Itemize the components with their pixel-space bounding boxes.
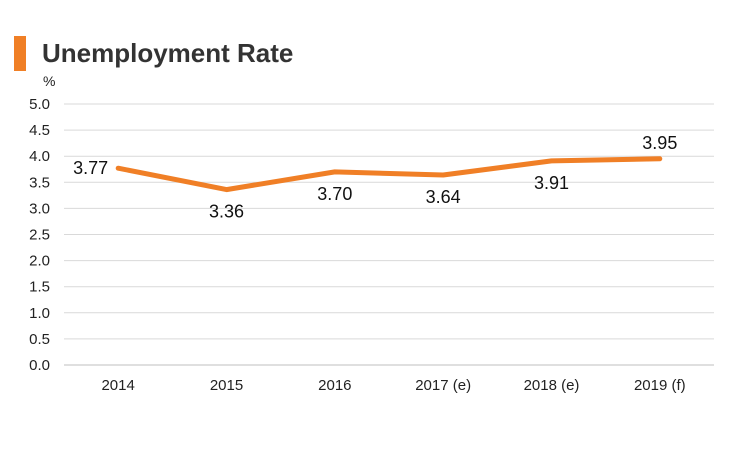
y-tick-label: 0.5 <box>29 331 50 348</box>
x-tick-label: 2016 <box>318 377 351 394</box>
y-tick-label: 1.5 <box>29 279 50 296</box>
data-label: 3.36 <box>209 202 244 222</box>
series-line <box>115 156 663 193</box>
data-label: 3.64 <box>426 187 461 207</box>
data-label: 3.70 <box>317 184 352 204</box>
x-tick-label: 2018 (e) <box>524 377 580 394</box>
y-axis-unit: % <box>43 73 55 89</box>
x-tick-label: 2015 <box>210 377 243 394</box>
data-label: 3.91 <box>534 173 569 193</box>
y-tick-label: 3.0 <box>29 200 50 217</box>
y-axis-ticks: 0.0 0.5 1.0 1.5 2.0 2.5 3.0 3.5 4.0 4.5 5.0 <box>29 96 50 374</box>
x-axis-ticks: 2014 2015 2016 2017 (e) 2018 (e) 2019 (f) <box>101 377 685 394</box>
y-tick-label: 1.0 <box>29 305 50 322</box>
y-tick-label: 2.0 <box>29 253 50 270</box>
y-tick-label: 5.0 <box>29 96 50 113</box>
y-tick-label: 4.5 <box>29 122 50 139</box>
series-line-path <box>115 156 663 193</box>
x-tick-label: 2017 (e) <box>415 377 471 394</box>
x-tick-label: 2019 (f) <box>634 377 686 394</box>
data-label: 3.77 <box>73 158 108 178</box>
data-labels: 3.77 3.36 3.70 3.64 3.91 3.95 <box>73 133 677 222</box>
chart-title: Unemployment Rate <box>42 38 294 68</box>
y-tick-label: 4.0 <box>29 148 50 165</box>
x-tick-label: 2014 <box>101 377 134 394</box>
y-tick-label: 3.5 <box>29 174 50 191</box>
title-accent-bar <box>14 36 26 71</box>
data-label: 3.95 <box>642 133 677 153</box>
y-tick-label: 2.5 <box>29 227 50 244</box>
y-tick-label: 0.0 <box>29 357 50 374</box>
gridlines <box>64 103 714 366</box>
